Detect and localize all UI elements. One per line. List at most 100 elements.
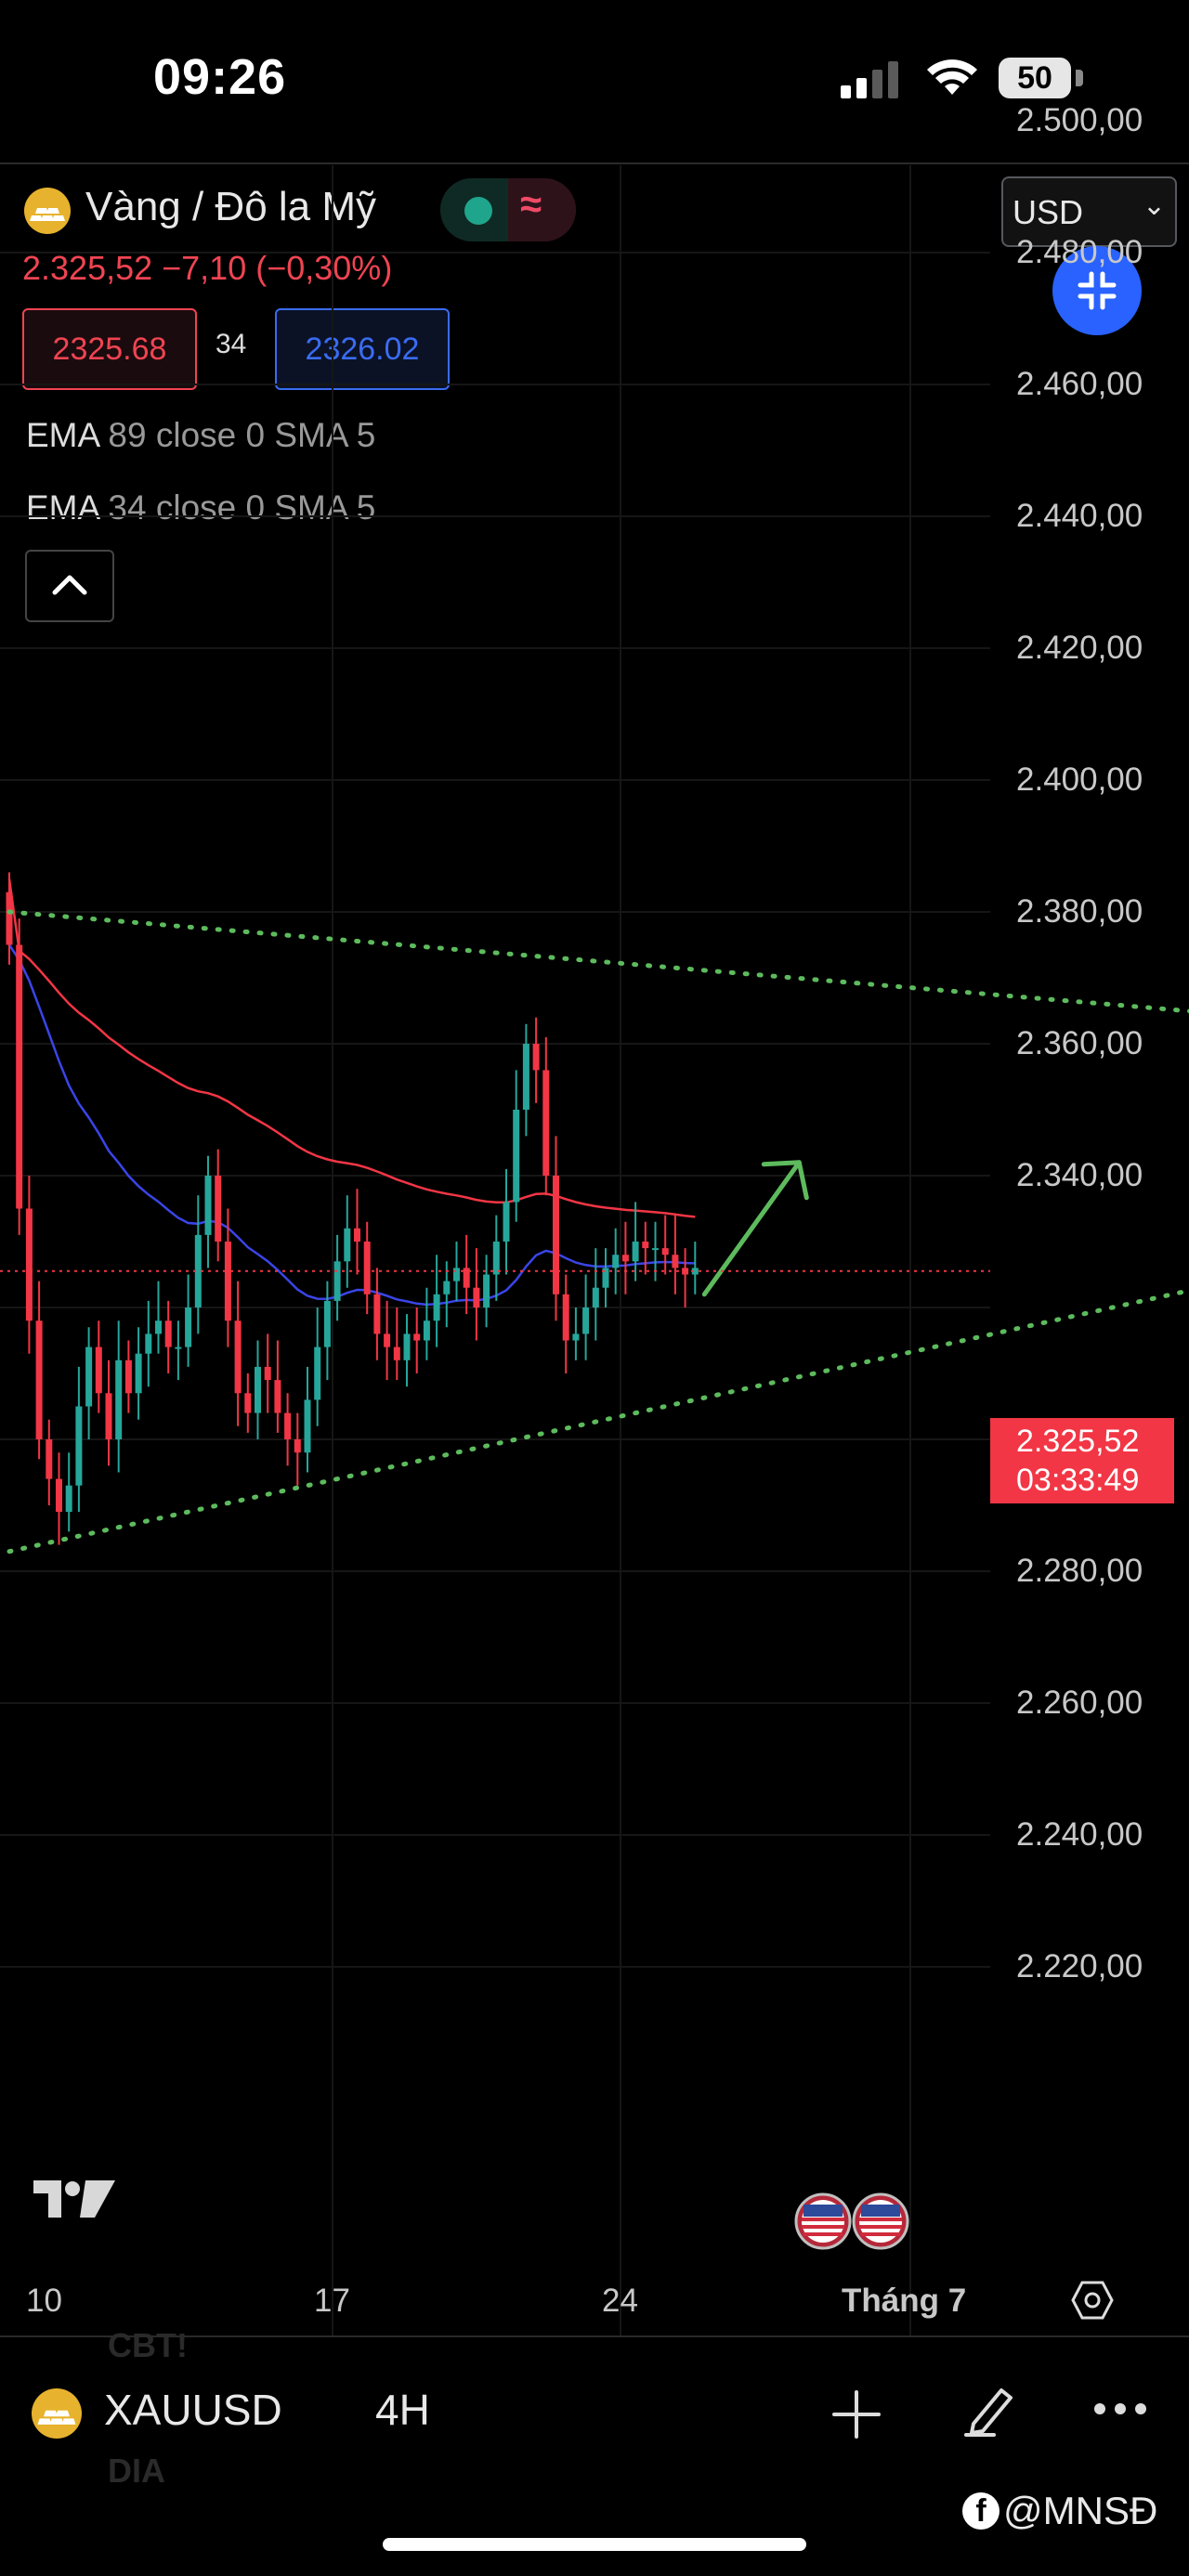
spread-value: 34 xyxy=(216,329,247,359)
y-tick-label: 2.460,00 xyxy=(1016,366,1143,402)
candle-body xyxy=(542,1070,550,1176)
candle-body xyxy=(274,1380,281,1413)
last-price-label: 2.325,52 03:33:49 xyxy=(990,1418,1174,1503)
battery-tip xyxy=(1076,70,1083,86)
battery-icon: 50 xyxy=(999,58,1071,98)
candle-body xyxy=(572,1334,580,1341)
candle-body xyxy=(333,1261,341,1301)
candle-body xyxy=(602,1268,609,1288)
candle-body xyxy=(65,1485,72,1513)
y-tick-label: 2.480,00 xyxy=(1016,234,1143,270)
interval-button[interactable]: 4H xyxy=(375,2386,430,2434)
price-chart[interactable] xyxy=(0,165,1189,2335)
home-indicator xyxy=(383,2538,806,2551)
candle-body xyxy=(661,1248,669,1255)
y-tick-label: 2.380,00 xyxy=(1016,893,1143,930)
gold-bars-icon[interactable] xyxy=(32,2388,82,2439)
candle-body xyxy=(562,1294,569,1341)
candle-body xyxy=(354,1228,360,1242)
ema89-line xyxy=(7,878,696,1218)
candle-body xyxy=(384,1334,391,1347)
y-tick-label: 2.360,00 xyxy=(1016,1025,1143,1061)
indicator-legend-ema89[interactable]: EMA 89 close 0 SMA 5 xyxy=(26,416,375,455)
candle-body xyxy=(145,1334,152,1354)
watermark-text: @MNSĐ xyxy=(1003,2489,1158,2532)
chevron-up-icon xyxy=(52,575,87,595)
candle-body xyxy=(621,1255,629,1262)
symbol-title[interactable]: Vàng / Đô la Mỹ xyxy=(85,184,377,229)
y-tick-label: 2.340,00 xyxy=(1016,1157,1143,1193)
x-tick-label: 24 xyxy=(602,2283,638,2319)
us-flag-icon[interactable] xyxy=(793,2192,853,2251)
candle-body xyxy=(16,944,23,1209)
candle-body xyxy=(642,1242,649,1249)
candle-body xyxy=(503,1202,510,1242)
candle-body xyxy=(215,1176,222,1242)
collapse-arrows-icon xyxy=(1078,271,1117,310)
collapse-legend-button[interactable] xyxy=(25,550,114,622)
plus-icon[interactable] xyxy=(830,2388,882,2440)
candle-body xyxy=(672,1255,679,1268)
indicator-params: 34 close 0 SMA 5 xyxy=(108,488,376,527)
exit-fullscreen-button[interactable] xyxy=(1052,246,1142,335)
candle-body xyxy=(553,1176,559,1295)
y-tick-label: 2.220,00 xyxy=(1016,1948,1143,1984)
buy-button[interactable]: 2326.02 xyxy=(275,308,450,390)
indicator-name: EMA xyxy=(26,488,99,527)
y-tick-label: 2.240,00 xyxy=(1016,1816,1143,1853)
gold-bars-icon[interactable] xyxy=(24,188,71,234)
bar-countdown: 03:33:49 xyxy=(1016,1463,1140,1498)
candle-body xyxy=(513,1110,520,1203)
chevron-down-icon: ⌄ xyxy=(1142,190,1166,221)
candle-body xyxy=(294,1439,301,1453)
delayed-data-icon: ≈ xyxy=(520,182,542,226)
candle-body xyxy=(403,1334,411,1360)
chart-settings-icon[interactable] xyxy=(1071,2279,1114,2322)
candle-body xyxy=(264,1366,271,1381)
candle-body xyxy=(105,1393,112,1439)
x-tick-label: Tháng 7 xyxy=(842,2283,967,2319)
ema34-line xyxy=(7,943,696,1307)
candle-body xyxy=(413,1334,421,1341)
more-icon[interactable] xyxy=(1092,2400,1148,2418)
candle-body xyxy=(115,1360,123,1439)
candle-body xyxy=(244,1393,252,1413)
candle-body xyxy=(95,1347,102,1394)
y-tick-label: 2.500,00 xyxy=(1016,102,1143,138)
y-tick-label: 2.260,00 xyxy=(1016,1685,1143,1721)
candle-body xyxy=(632,1242,639,1262)
indicator-name: EMA xyxy=(26,416,99,454)
y-tick-label: 2.440,00 xyxy=(1016,498,1143,534)
candle-body xyxy=(304,1399,311,1453)
candle-body xyxy=(453,1268,460,1281)
candle-body xyxy=(592,1287,599,1308)
candle-body xyxy=(423,1321,430,1341)
candle-body xyxy=(612,1255,620,1268)
symbol-search-button[interactable]: XAUUSD xyxy=(104,2386,282,2434)
candle-body xyxy=(124,1360,132,1394)
candle-body xyxy=(532,1044,540,1071)
candle-body xyxy=(443,1281,451,1295)
candle-body xyxy=(582,1308,590,1334)
projection-arrow xyxy=(701,1160,802,1297)
arrow-head xyxy=(761,1160,809,1201)
candle-body xyxy=(185,1308,192,1347)
candle-body xyxy=(85,1347,93,1407)
tradingview-logo-icon[interactable] xyxy=(30,2177,119,2223)
candle-body xyxy=(224,1242,231,1321)
candle-body xyxy=(46,1439,53,1479)
candle-body xyxy=(234,1321,242,1394)
sell-button[interactable]: 2325.68 xyxy=(22,308,197,390)
candle-body xyxy=(35,1321,43,1439)
candle-body xyxy=(155,1321,162,1334)
candle-body xyxy=(284,1412,292,1439)
candle-body xyxy=(6,891,13,945)
us-flag-icon[interactable] xyxy=(851,2192,910,2251)
candle-body xyxy=(255,1366,261,1413)
drawing-pen-icon[interactable] xyxy=(960,2377,1022,2439)
market-status-pill[interactable] xyxy=(440,178,576,241)
indicator-legend-ema34[interactable]: EMA 34 close 0 SMA 5 xyxy=(26,488,375,527)
lower-trendline xyxy=(7,1288,1189,1555)
candle-body xyxy=(323,1300,331,1347)
signal-icon xyxy=(841,61,898,98)
